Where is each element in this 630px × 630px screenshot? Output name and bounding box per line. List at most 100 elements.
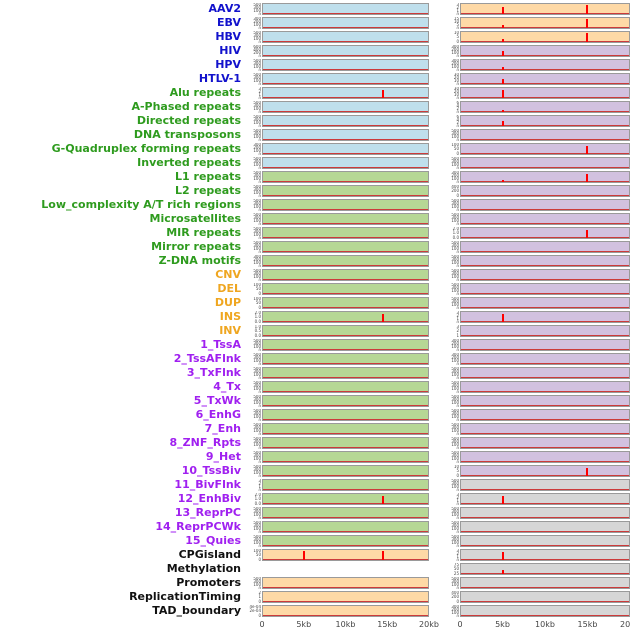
left-panel	[262, 73, 429, 85]
right-panel-block: 300 200 100 0	[444, 352, 630, 366]
data-spike	[502, 90, 504, 98]
y-axis-ticks: 500 300 100 0	[444, 283, 460, 295]
y-tick-label: 6	[456, 101, 459, 105]
zero-baseline	[263, 349, 428, 350]
y-tick-label: 300	[253, 383, 261, 389]
y-axis-ticks: 500 300 100 0	[246, 129, 262, 141]
left-panel-block: 100 50 0	[246, 282, 429, 296]
left-panel-block: 500 300 100 0	[246, 576, 429, 590]
y-tick-label: 1.0	[254, 325, 261, 329]
y-tick-label: 30	[453, 73, 459, 77]
left-panel-block: 500 300 100 0	[246, 338, 429, 352]
y-axis-ticks: 500 300 100 0	[246, 577, 262, 589]
y-tick-label: 100	[253, 428, 261, 434]
y-tick-label: 2.0	[452, 227, 459, 231]
track-row: Mirror repeats 500 300 100 0 500 300 100 0	[0, 240, 630, 254]
y-tick-label: 300	[451, 339, 459, 343]
y-tick-label: 300	[253, 159, 261, 165]
left-panel	[262, 129, 429, 141]
left-panel	[262, 395, 429, 407]
y-axis-ticks: 500 300 100 0	[444, 255, 460, 267]
y-tick-label: 20	[453, 89, 459, 95]
y-tick-label: 500	[451, 199, 459, 203]
y-tick-label: 0	[456, 25, 459, 29]
left-panel	[262, 325, 429, 337]
y-tick-label: 100	[253, 106, 261, 112]
y-tick-label: 200	[253, 257, 261, 263]
y-tick-label: 500	[253, 185, 261, 189]
track-row: 2_TssAFlnk 500 300 100 0 300 200 100 0	[0, 352, 630, 366]
y-tick-label: 0	[456, 150, 459, 155]
row-label: 7_Enh	[204, 422, 241, 435]
y-axis-ticks: 500 300 100 0	[444, 479, 460, 491]
y-tick-label: 100	[253, 78, 261, 84]
column-gap	[429, 198, 444, 212]
y-tick-label: 300	[451, 439, 459, 445]
y-tick-label: 0	[456, 389, 459, 393]
right-panel-block: 300 200 100 0	[444, 58, 630, 72]
right-panel	[460, 507, 630, 519]
y-tick-label: 0	[258, 375, 261, 379]
left-panel-block: 500 300 100 0	[246, 436, 429, 450]
y-tick-label: 400	[451, 185, 459, 189]
track-row: HIV 600 400 200 0 300 200 100 0	[0, 44, 630, 58]
y-tick-label: 500	[253, 367, 261, 371]
y-tick-label: 0	[456, 305, 459, 309]
zero-baseline	[461, 573, 629, 574]
right-panel-block: 75 50 25	[444, 562, 630, 576]
zero-baseline	[263, 321, 428, 322]
y-tick-label: 100	[451, 526, 459, 532]
y-tick-label: 500	[451, 297, 459, 301]
y-tick-label: 100	[451, 344, 459, 350]
zero-baseline	[461, 181, 629, 182]
y-axis-ticks: 300 200 100 0	[444, 605, 460, 617]
y-axis-ticks: 500 300 100 0	[444, 199, 460, 211]
y-tick-label: 300	[451, 383, 459, 389]
y-tick-label: 0	[456, 515, 459, 519]
right-panel-block: 400 200 0	[444, 590, 630, 604]
column-gap	[429, 44, 444, 58]
y-tick-label: 500	[451, 437, 459, 441]
right-panel-block: 500 300 100 0	[444, 506, 630, 520]
y-tick-label: 3	[258, 87, 261, 91]
left-panel	[262, 269, 429, 281]
y-tick-label: 100	[253, 22, 261, 28]
right-panel	[460, 591, 630, 603]
left-panel	[262, 59, 429, 71]
zero-baseline	[461, 223, 629, 224]
left-panel-block: 500 300 100 0	[246, 100, 429, 114]
zero-baseline	[461, 531, 629, 532]
right-panel	[460, 143, 630, 155]
y-tick-label: 200	[451, 188, 459, 194]
row-label: ReplicationTiming	[129, 590, 241, 603]
y-axis-ticks: 500 300 100 0	[246, 73, 262, 85]
zero-baseline	[461, 447, 629, 448]
y-tick-label: 300	[451, 397, 459, 403]
column-gap	[429, 142, 444, 156]
y-tick-label: 500	[253, 115, 261, 119]
y-tick-label: 300	[451, 243, 459, 249]
y-tick-label: 0	[258, 487, 261, 491]
data-spike	[303, 551, 306, 560]
y-tick-label: 500	[253, 535, 261, 539]
y-tick-label: 100	[253, 162, 261, 168]
track-row: A-Phased repeats 500 300 100 0 6 4 2 0	[0, 100, 630, 114]
data-spike	[381, 89, 384, 98]
zero-baseline	[263, 293, 428, 294]
y-axis-ticks	[246, 563, 262, 575]
left-panel-block: 500 300 100 0	[246, 30, 429, 44]
track-row: AAV2 500 300 100 0 3 2 1 0	[0, 2, 630, 16]
right-panel	[460, 563, 630, 575]
y-tick-label: 100	[253, 526, 261, 532]
right-panel	[460, 605, 630, 617]
data-spike	[586, 4, 588, 14]
y-axis-ticks: 500 300 100 0	[246, 353, 262, 365]
zero-baseline	[461, 27, 629, 28]
row-label: 15_Quies	[185, 534, 241, 547]
y-axis-ticks: 500 300 100 0	[246, 213, 262, 225]
y-axis-ticks: 500 300 100 0	[246, 507, 262, 519]
